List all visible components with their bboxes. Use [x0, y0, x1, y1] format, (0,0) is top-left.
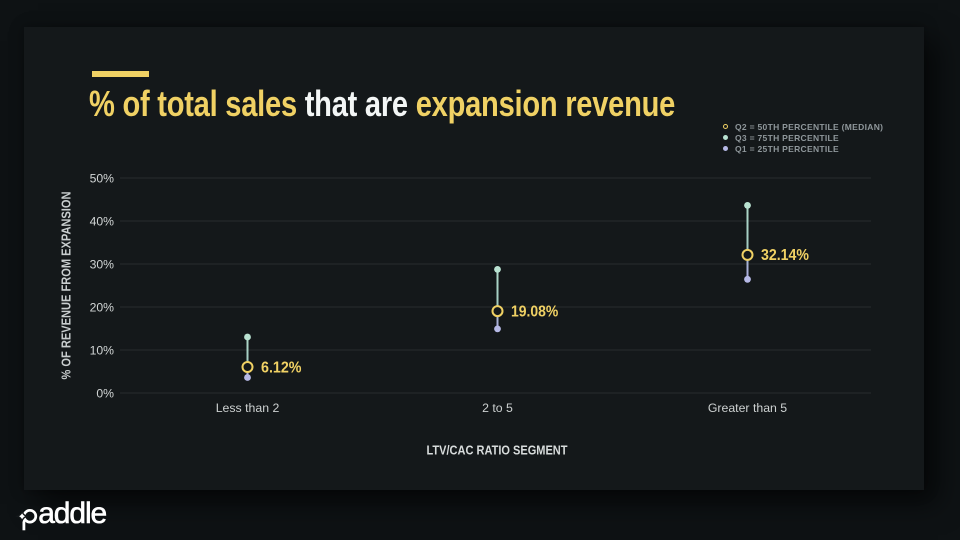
svg-text:32.14%: 32.14%: [761, 247, 809, 264]
svg-text:% OF REVENUE FROM EXPANSION: % OF REVENUE FROM EXPANSION: [59, 192, 74, 380]
svg-text:20%: 20%: [90, 301, 115, 315]
svg-text:10%: 10%: [90, 344, 115, 358]
svg-text:2 to 5: 2 to 5: [482, 401, 513, 415]
svg-text:addle: addle: [38, 497, 106, 530]
svg-text:LTV/CAC RATIO SEGMENT: LTV/CAC RATIO SEGMENT: [427, 443, 568, 458]
svg-text:6.12%: 6.12%: [261, 359, 302, 376]
svg-text:Greater than 5: Greater than 5: [708, 401, 787, 415]
svg-text:40%: 40%: [90, 215, 115, 229]
svg-text:50%: 50%: [90, 172, 115, 186]
svg-text:19.08%: 19.08%: [511, 303, 559, 320]
svg-text:30%: 30%: [90, 258, 115, 272]
svg-text:0%: 0%: [96, 387, 114, 401]
svg-text:Less than 2: Less than 2: [216, 401, 280, 415]
